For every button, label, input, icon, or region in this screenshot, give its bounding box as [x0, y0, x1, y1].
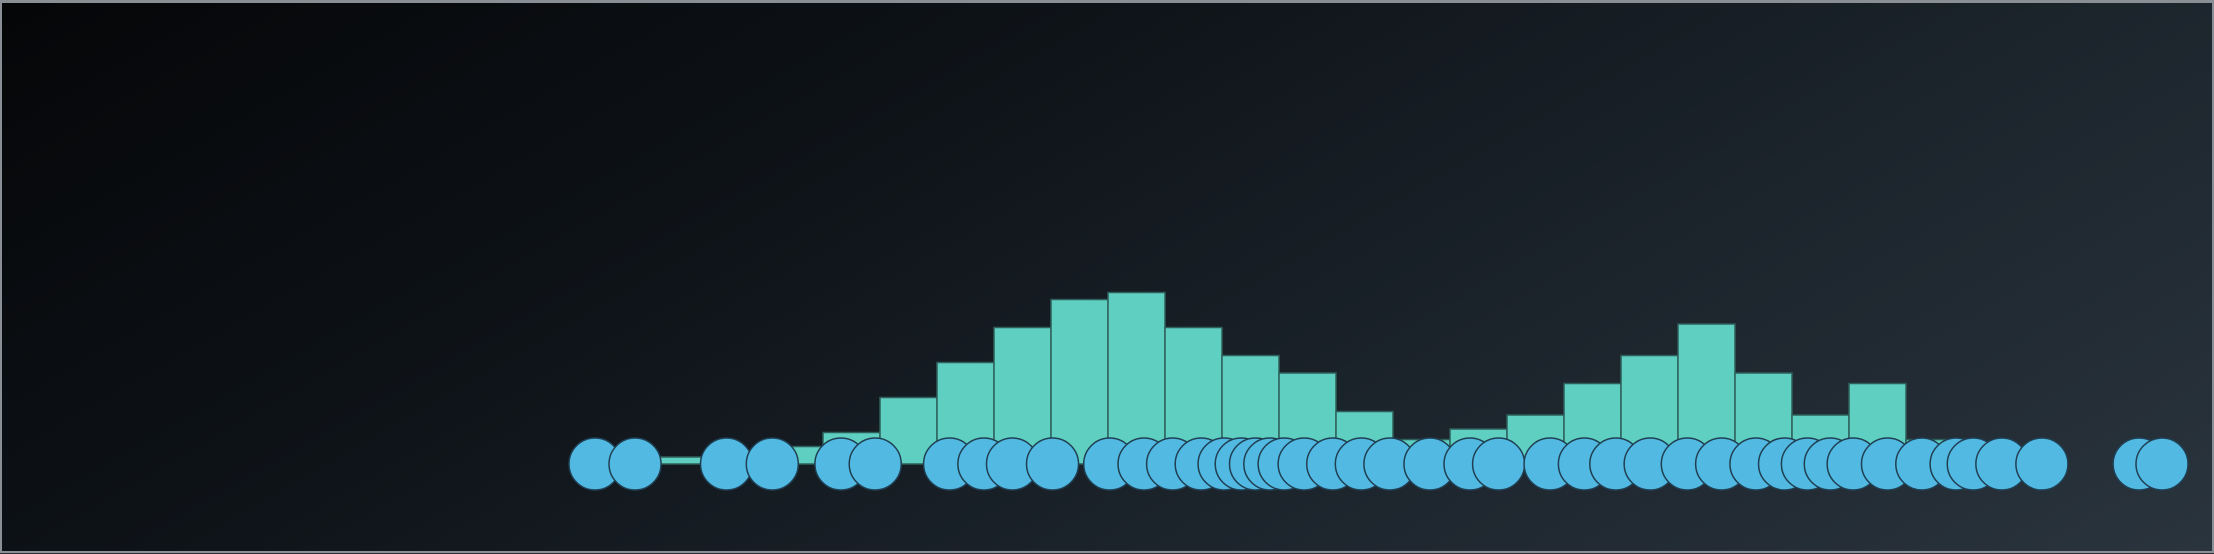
data-point-1	[608, 437, 662, 491]
points-group	[568, 437, 2189, 491]
data-point-5	[848, 437, 902, 491]
data-point-44	[2135, 437, 2189, 491]
data-point-9	[1025, 437, 1080, 491]
data-point-25	[1471, 437, 1526, 491]
data-point-2	[699, 437, 754, 491]
histogram-chart	[568, 291, 2189, 491]
data-point-42	[2015, 437, 2069, 491]
histogram-bar-9	[1107, 291, 1166, 465]
data-point-3	[745, 437, 800, 491]
